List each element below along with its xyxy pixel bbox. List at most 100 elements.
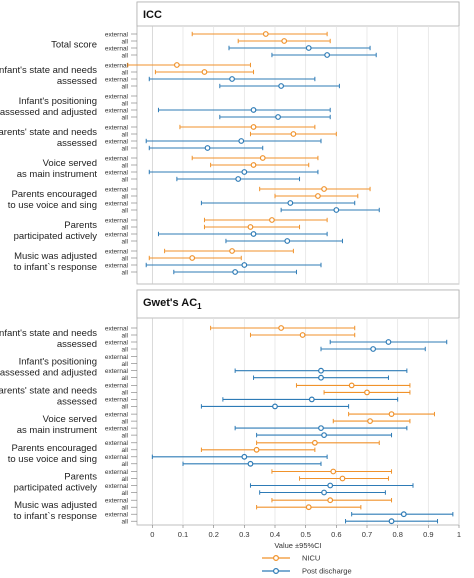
category-label: Music was adjusted to infant`s response bbox=[14, 251, 97, 273]
row-label: all bbox=[121, 505, 128, 512]
row-label: external bbox=[105, 483, 129, 490]
row-label: external bbox=[105, 498, 129, 505]
nicu-external-point bbox=[173, 62, 180, 68]
panel-frame bbox=[136, 1, 460, 285]
row-label: all bbox=[121, 255, 128, 262]
nicu-external-point bbox=[388, 411, 395, 418]
row-label: external bbox=[105, 411, 129, 418]
nicu-all-point bbox=[201, 69, 208, 75]
nicu-all-point bbox=[305, 504, 312, 511]
post-discharge-all-point bbox=[204, 145, 211, 151]
legend-swatch-marker bbox=[273, 567, 280, 574]
x-tick-label: 0.3 bbox=[239, 530, 249, 539]
category-label: Infant's positioning assessed and adjuste… bbox=[0, 357, 97, 379]
nicu-external-point bbox=[330, 468, 337, 475]
row-label: external bbox=[105, 248, 129, 255]
nicu-all-point bbox=[189, 255, 196, 261]
x-tick-label: 0.9 bbox=[423, 530, 433, 539]
post-discharge-external-point bbox=[318, 367, 324, 374]
post-discharge-all-point bbox=[321, 489, 327, 496]
row-label: external bbox=[105, 454, 129, 461]
panel-header-strip bbox=[136, 289, 460, 319]
post-discharge-all-point bbox=[388, 518, 395, 525]
row-label: external bbox=[105, 76, 129, 83]
row-label: all bbox=[121, 361, 128, 368]
post-discharge-all-point bbox=[275, 114, 281, 120]
x-tick-label: 0 bbox=[150, 530, 154, 539]
post-discharge-external-point bbox=[327, 482, 334, 489]
category-label: Parents encouraged to use voice and sing bbox=[8, 443, 97, 465]
row-label: external bbox=[105, 107, 129, 114]
nicu-all-point bbox=[250, 162, 257, 168]
row-label: external bbox=[105, 325, 129, 332]
nicu-all-point bbox=[247, 224, 254, 230]
row-label: external bbox=[105, 124, 129, 131]
x-tick-label: 1 bbox=[457, 530, 461, 539]
category-label: Voice served as main instrument bbox=[17, 158, 98, 180]
row-label: all bbox=[121, 131, 128, 138]
row-label: all bbox=[121, 269, 128, 276]
row-label: external bbox=[105, 62, 129, 69]
category-label: Voice served as main instrument bbox=[17, 414, 98, 436]
row-label: external bbox=[105, 425, 129, 432]
nicu-external-point bbox=[321, 186, 327, 192]
row-label: external bbox=[105, 469, 129, 476]
row-label: all bbox=[121, 176, 128, 183]
nicu-external-point bbox=[327, 497, 334, 504]
row-label: all bbox=[121, 145, 128, 152]
post-discharge-external-point bbox=[241, 453, 248, 460]
post-discharge-external-point bbox=[385, 339, 392, 345]
post-discharge-all-point bbox=[324, 52, 331, 58]
x-tick-label: 0.4 bbox=[270, 530, 280, 539]
row-label: all bbox=[121, 461, 128, 468]
post-discharge-external-point bbox=[241, 262, 248, 268]
row-label: all bbox=[121, 238, 128, 245]
category-label: Parents' state and needs assessed bbox=[0, 385, 97, 407]
row-label: all bbox=[121, 52, 128, 59]
row-label: all bbox=[121, 193, 128, 200]
legend-swatch-marker bbox=[273, 554, 280, 561]
post-discharge-all-point bbox=[278, 83, 285, 89]
legend-label: Post discharge bbox=[302, 567, 352, 576]
row-label: all bbox=[121, 404, 128, 411]
row-label: all bbox=[121, 69, 128, 76]
x-tick-label: 0.8 bbox=[392, 530, 402, 539]
nicu-external-point bbox=[262, 31, 269, 37]
post-discharge-external-point bbox=[318, 425, 324, 432]
row-label: external bbox=[105, 440, 129, 447]
row-label: external bbox=[105, 397, 129, 404]
row-label: external bbox=[105, 200, 129, 207]
category-label: Infant's state and needs assessed bbox=[0, 65, 97, 87]
post-discharge-external-point bbox=[400, 511, 407, 518]
nicu-all-point bbox=[315, 193, 321, 199]
row-label: external bbox=[105, 231, 129, 238]
x-tick-label: 0.1 bbox=[178, 530, 188, 539]
post-discharge-external-point bbox=[305, 45, 312, 51]
row-label: all bbox=[121, 83, 128, 90]
post-discharge-external-point bbox=[238, 138, 245, 144]
post-discharge-all-point bbox=[247, 460, 254, 467]
row-label: external bbox=[105, 169, 129, 176]
legend-label: NICU bbox=[302, 554, 320, 563]
nicu-all-point bbox=[364, 389, 370, 396]
row-label: all bbox=[121, 332, 128, 339]
post-discharge-all-point bbox=[318, 374, 324, 381]
row-label: external bbox=[105, 368, 129, 375]
panel-title: ICC bbox=[143, 9, 162, 21]
nicu-external-point bbox=[229, 248, 235, 254]
post-discharge-all-point bbox=[284, 238, 291, 244]
nicu-all-point bbox=[253, 446, 260, 453]
nicu-external-point bbox=[348, 382, 355, 389]
row-label: external bbox=[105, 383, 129, 390]
row-label: all bbox=[121, 418, 128, 425]
row-label: all bbox=[121, 375, 128, 382]
row-label: all bbox=[121, 114, 128, 121]
row-label: all bbox=[121, 519, 128, 526]
row-label: all bbox=[121, 38, 128, 45]
category-label: Parents encouraged to use voice and sing bbox=[8, 189, 97, 211]
category-label: Parents' state and needs assessed bbox=[0, 127, 97, 149]
row-label: external bbox=[105, 262, 129, 269]
post-discharge-all-point bbox=[232, 269, 239, 275]
